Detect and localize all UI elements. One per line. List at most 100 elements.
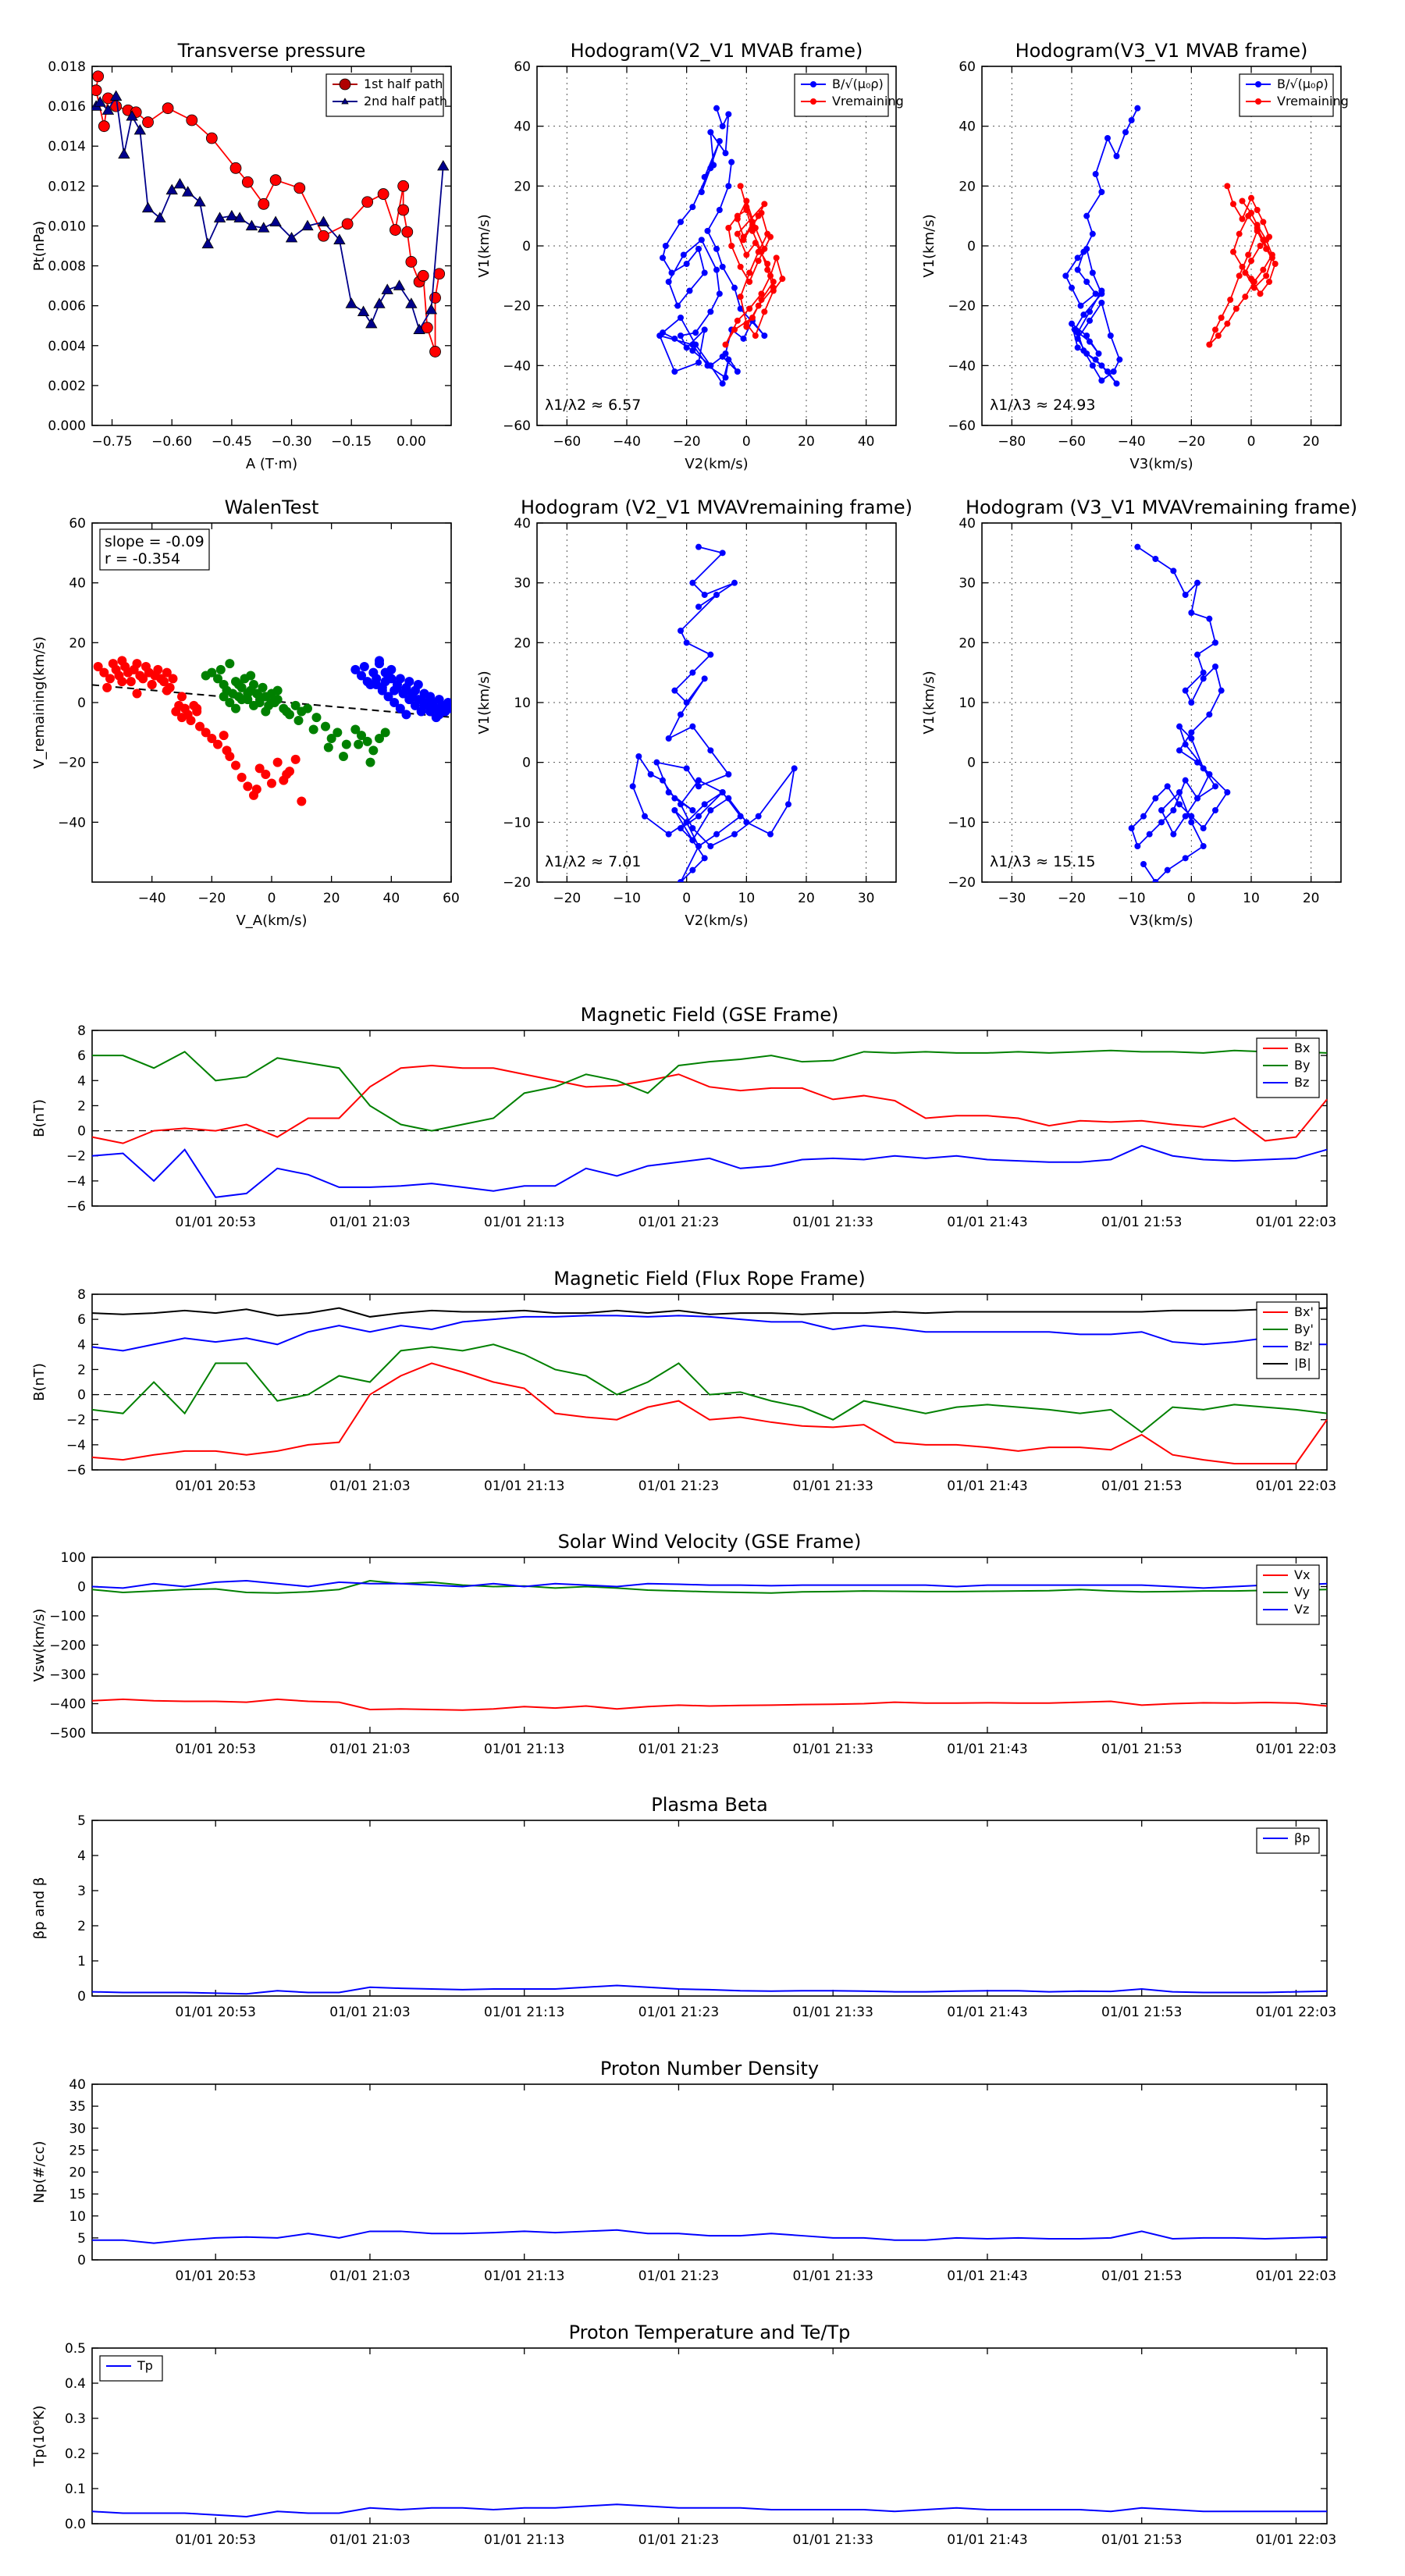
data-point — [333, 728, 343, 738]
data-point — [1062, 272, 1069, 279]
data-point — [698, 189, 705, 195]
x-tick-label: 01/01 22:03 — [1256, 2532, 1336, 2548]
annotation-eigen-ratio: λ1/λ3 ≈ 15.15 — [990, 853, 1095, 870]
data-point — [1200, 675, 1207, 682]
x-tick-label: 01/01 21:43 — [947, 2005, 1027, 2020]
x-tick-label: −20 — [673, 434, 701, 450]
data-point — [1206, 771, 1213, 777]
x-tick-label: 01/01 21:53 — [1101, 1742, 1182, 1757]
data-point — [1239, 263, 1246, 270]
data-point — [1254, 207, 1261, 213]
y-tick-label: 0 — [77, 2253, 86, 2268]
data-point — [770, 279, 777, 285]
legend-box — [1256, 1827, 1320, 1854]
series-1 — [1206, 183, 1279, 348]
series-line — [95, 94, 444, 332]
legend: Bx By Bz — [1256, 1037, 1320, 1098]
data-point — [707, 807, 714, 813]
x-tick-label: 01/01 22:03 — [1256, 1478, 1336, 1494]
data-point — [1182, 687, 1189, 694]
chart-title: Solar Wind Velocity (GSE Frame) — [558, 1531, 862, 1553]
y-tick-label: −20 — [948, 299, 976, 315]
y-tick-label: −100 — [49, 1609, 86, 1624]
data-point — [1200, 669, 1207, 676]
data-point — [722, 341, 729, 348]
data-point — [231, 703, 240, 713]
legend-label: Bz — [1294, 1075, 1309, 1090]
data-point — [671, 335, 678, 342]
x-tick-label: −10 — [1118, 891, 1146, 906]
y-tick-label: 0.010 — [48, 219, 86, 234]
data-point — [1110, 368, 1117, 375]
y-tick-label: 0 — [77, 1388, 86, 1404]
data-point — [162, 685, 172, 696]
data-point — [713, 592, 720, 598]
data-point — [1104, 368, 1111, 375]
data-point — [1087, 308, 1093, 315]
y-tick-label: −6 — [66, 1463, 86, 1478]
data-point — [1074, 344, 1081, 351]
data-point — [770, 284, 777, 291]
data-point — [261, 706, 271, 717]
legend-box — [99, 2355, 163, 2382]
x-tick-label: 01/01 21:53 — [1101, 2532, 1182, 2548]
data-point — [417, 269, 429, 282]
y-tick-label: 0 — [77, 696, 86, 711]
annotation-r: r = -0.354 — [105, 550, 180, 568]
data-point — [433, 268, 446, 280]
data-point — [713, 266, 720, 273]
y-tick-label: −40 — [948, 358, 976, 374]
data-point-triangle — [258, 222, 270, 233]
x-tick-label: 01/01 21:13 — [484, 1742, 564, 1757]
legend-label: Vx — [1294, 1567, 1310, 1582]
data-point — [752, 333, 759, 339]
y-tick-label: −2 — [66, 1413, 86, 1429]
data-point — [92, 70, 105, 83]
data-point — [689, 579, 696, 586]
data-point — [419, 700, 429, 710]
x-tick-label: 01/01 21:03 — [329, 2532, 410, 2548]
data-point — [397, 180, 410, 192]
data-point — [323, 742, 333, 753]
y-tick-label: 0.012 — [48, 179, 86, 194]
data-point — [761, 333, 768, 339]
data-layer — [1128, 543, 1231, 882]
x-tick-label: 20 — [798, 434, 815, 450]
legend-label: Bz' — [1294, 1339, 1313, 1354]
data-point — [225, 698, 235, 707]
data-point — [662, 243, 669, 249]
data-point — [138, 674, 148, 684]
data-point — [201, 728, 211, 738]
data-point — [153, 664, 163, 674]
y-axis-label: Pt(nPa) — [31, 221, 48, 271]
data-point — [707, 747, 714, 754]
data-point — [752, 240, 759, 247]
data-point — [737, 183, 744, 190]
data-point — [243, 781, 253, 792]
data-point-triangle — [333, 233, 346, 244]
data-point — [395, 674, 405, 684]
y-tick-label: 0 — [967, 756, 976, 771]
data-point — [321, 721, 330, 731]
data-point — [674, 302, 681, 309]
annotation-eigen-ratio: λ1/λ3 ≈ 24.93 — [990, 397, 1095, 414]
y-tick-label: 6 — [77, 1048, 86, 1064]
data-point — [1212, 639, 1218, 646]
x-tick-label: −10 — [613, 891, 641, 906]
y-tick-label: −500 — [49, 1726, 86, 1742]
y-tick-label: −60 — [948, 418, 976, 434]
data-point — [1140, 813, 1147, 820]
y-axis-label: V1(km/s) — [476, 671, 493, 734]
data-point-triangle — [173, 177, 187, 189]
data-point — [689, 807, 696, 813]
data-point — [229, 162, 242, 174]
data-point — [749, 227, 756, 234]
data-point — [678, 628, 684, 634]
y-tick-label: 0.006 — [48, 299, 86, 315]
data-point — [368, 745, 379, 756]
data-point — [1152, 795, 1159, 802]
data-point — [1095, 350, 1102, 357]
y-tick-label: −10 — [503, 815, 531, 831]
y-tick-label: 8 — [77, 1287, 86, 1303]
data-point-triangle — [269, 215, 282, 226]
